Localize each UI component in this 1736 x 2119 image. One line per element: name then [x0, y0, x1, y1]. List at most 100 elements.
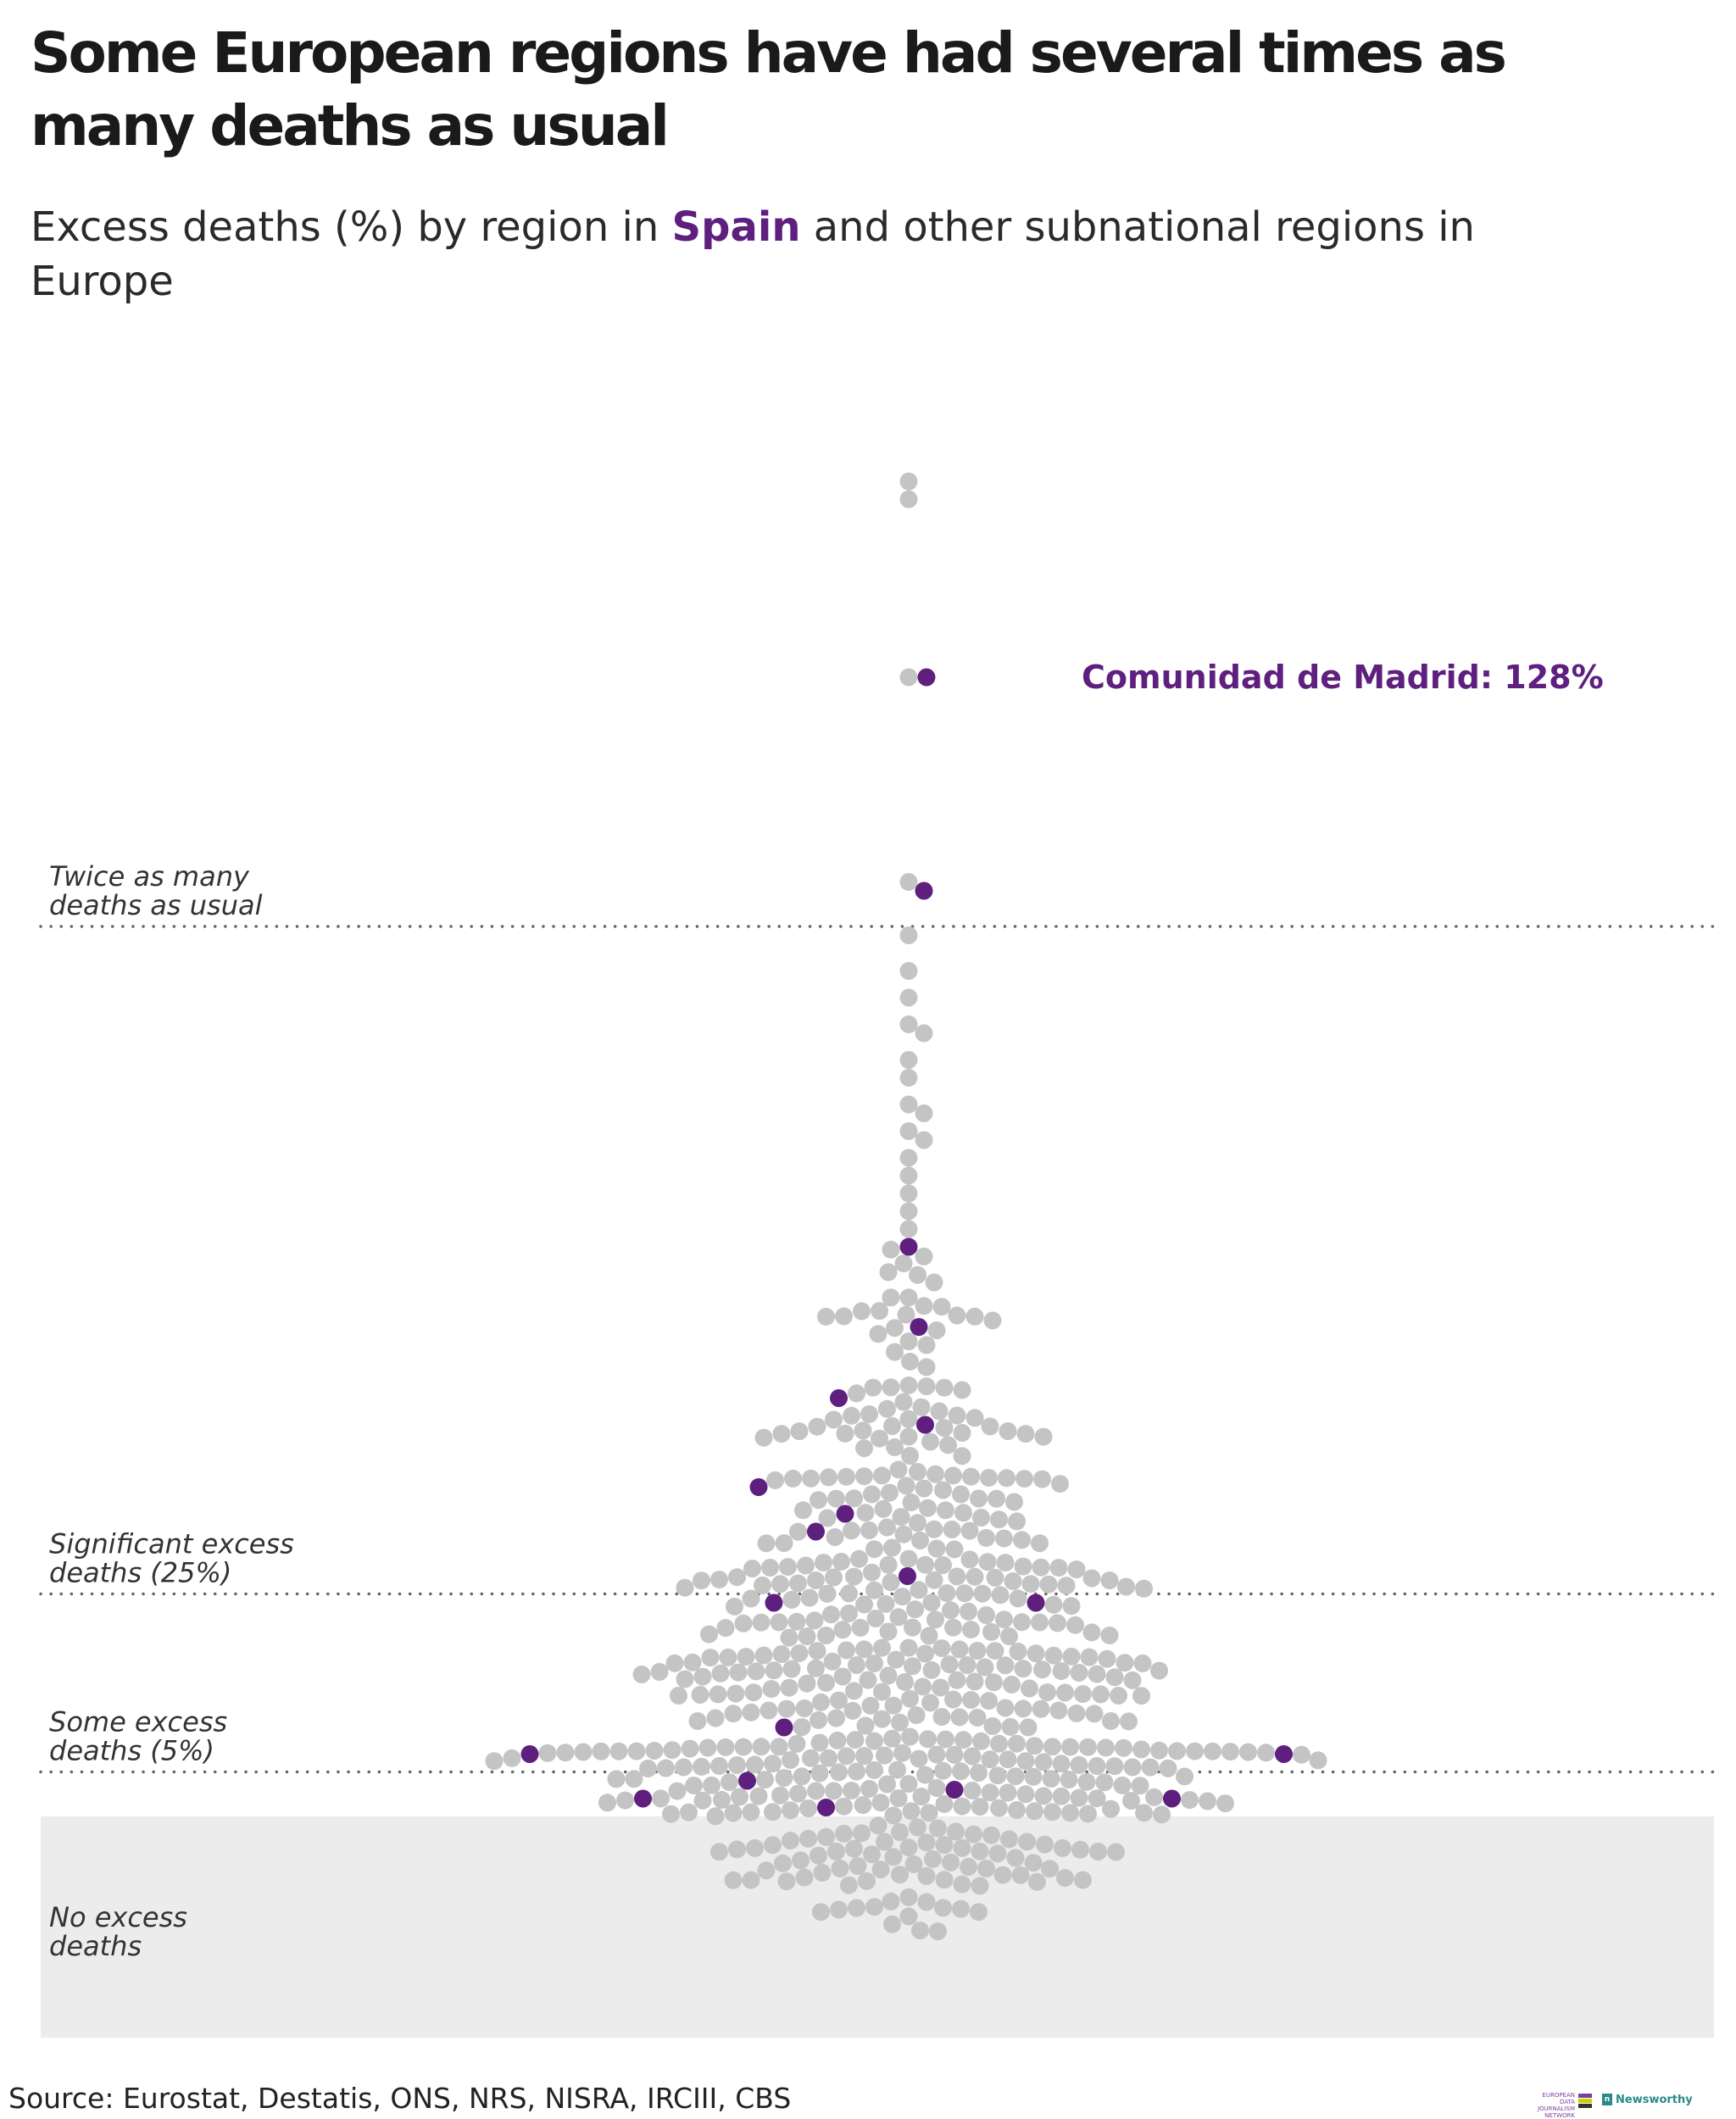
dot-other-region: [1117, 1577, 1135, 1596]
dot-other-region: [884, 1806, 903, 1825]
dot-other-region: [996, 1554, 1015, 1572]
dot-other-region: [879, 1555, 898, 1574]
dot-other-region: [1080, 1648, 1099, 1666]
dot-other-region: [948, 1567, 966, 1586]
dot-other-region: [899, 1549, 918, 1568]
dot-other-region: [927, 1539, 946, 1558]
dot-spain-region: [836, 1504, 854, 1523]
dot-other-region: [706, 1807, 725, 1826]
dot-other-region: [899, 1907, 918, 1926]
dot-other-region: [873, 1638, 891, 1657]
dot-other-region: [935, 1836, 954, 1855]
dot-other-region: [855, 1747, 873, 1766]
dot-other-region: [971, 1798, 989, 1816]
dot-other-region: [627, 1742, 646, 1760]
dot-other-region: [915, 1479, 933, 1498]
dot-spain-region: [775, 1718, 793, 1737]
dot-other-region: [815, 1554, 832, 1572]
dot-other-region: [662, 1805, 680, 1823]
dot-other-region: [810, 1846, 827, 1865]
dot-other-region: [1061, 1804, 1079, 1822]
dot-other-region: [953, 1875, 971, 1894]
dot-other-region: [948, 1671, 966, 1689]
dot-other-region: [728, 1840, 746, 1859]
dot-other-region: [835, 1824, 853, 1843]
dot-other-region: [855, 1439, 873, 1458]
dot-other-region: [855, 1467, 873, 1486]
dot-other-region: [813, 1863, 832, 1882]
dot-other-region: [999, 1750, 1017, 1769]
dot-other-region: [794, 1501, 812, 1520]
dot-other-region: [954, 1504, 972, 1522]
dot-other-region: [914, 1677, 932, 1696]
dot-other-region: [1036, 1835, 1054, 1854]
dot-other-region: [1062, 1597, 1081, 1616]
dot-other-region: [899, 1148, 918, 1167]
dot-other-region: [711, 1664, 730, 1682]
dot-other-region: [1088, 1789, 1106, 1808]
dot-other-region: [1070, 1788, 1088, 1807]
dot-other-region: [832, 1552, 850, 1571]
dot-other-region: [691, 1686, 709, 1704]
dot-other-region: [1049, 1559, 1068, 1577]
logos: EUROPEAN DATA JOURNALISM NETWORK n Newswo…: [1526, 2092, 1695, 2119]
edjnet-logo-icon: [1578, 2094, 1592, 2108]
dot-other-region: [865, 1732, 883, 1750]
dot-other-region: [925, 1273, 943, 1292]
dot-other-region: [1014, 1557, 1032, 1576]
dot-other-region: [995, 1610, 1013, 1629]
dot-other-region: [1309, 1751, 1327, 1770]
dot-other-region: [810, 1491, 827, 1510]
dot-other-region: [876, 1833, 893, 1851]
edjnet-logo-text: EUROPEAN DATA JOURNALISM NETWORK: [1537, 2092, 1575, 2119]
dot-other-region: [797, 1556, 815, 1575]
dot-other-region: [904, 1618, 921, 1637]
newsworthy-logo-text: Newsworthy: [1616, 2094, 1693, 2106]
dot-other-region: [977, 1606, 995, 1624]
dot-other-region: [1028, 1872, 1046, 1891]
dot-other-region: [899, 1166, 918, 1185]
dot-other-region: [1009, 1589, 1027, 1608]
dot-other-region: [1199, 1792, 1216, 1810]
dot-other-region: [915, 1104, 933, 1122]
dot-other-region: [1032, 1699, 1050, 1718]
dot-other-region: [668, 1782, 687, 1800]
dot-other-region: [970, 1764, 988, 1782]
dot-other-region: [917, 1358, 936, 1377]
dot-other-region: [882, 1378, 900, 1397]
dot-other-region: [859, 1671, 877, 1689]
dot-spain-region: [765, 1593, 783, 1612]
dot-other-region: [889, 1789, 908, 1808]
dot-other-region: [1133, 1654, 1152, 1672]
dot-other-region: [833, 1621, 852, 1639]
dot-other-region: [864, 1378, 882, 1397]
dot-other-region: [882, 1892, 900, 1910]
dot-other-region: [927, 1321, 946, 1339]
dot-other-region: [982, 1622, 1000, 1641]
dot-other-region: [1034, 1753, 1053, 1771]
dot-other-region: [971, 1842, 989, 1860]
dot-other-region: [766, 1471, 784, 1489]
dot-other-region: [823, 1652, 842, 1671]
dot-other-region: [884, 1848, 903, 1866]
dot-other-region: [980, 1469, 998, 1487]
dot-other-region: [922, 1593, 941, 1612]
dot-other-region: [598, 1794, 616, 1812]
dot-other-region: [976, 1658, 994, 1677]
dot-other-region: [789, 1784, 807, 1803]
dot-other-region: [899, 1015, 918, 1033]
dot-other-region: [986, 1642, 1004, 1660]
dot-other-region: [915, 1247, 933, 1265]
dot-other-region: [855, 1640, 873, 1659]
dot-other-region: [721, 1773, 738, 1792]
dot-other-region: [863, 1485, 881, 1504]
dot-other-region: [1159, 1759, 1177, 1777]
dot-other-region: [1031, 1534, 1049, 1553]
dot-other-region: [899, 668, 918, 687]
dot-other-region: [1026, 1802, 1043, 1821]
dot-other-region: [953, 1797, 971, 1816]
dot-other-region: [899, 873, 918, 891]
dot-other-region: [771, 1786, 789, 1805]
dot-other-region: [866, 1610, 885, 1627]
dot-other-region: [917, 1866, 936, 1885]
